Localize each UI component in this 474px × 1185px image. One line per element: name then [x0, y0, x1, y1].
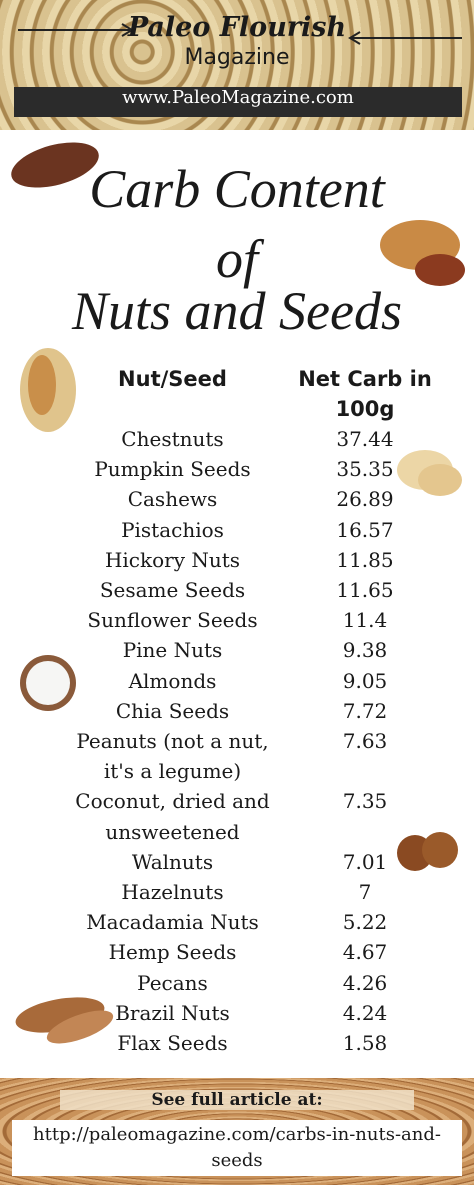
table-row: Walnuts 7.01	[60, 847, 440, 877]
table-row: Sunflower Seeds 11.4	[60, 605, 440, 635]
nut-name: Chestnuts	[121, 427, 224, 451]
nut-name: Pumpkin Seeds	[94, 457, 251, 482]
carb-table: Nut/Seed Net Carb in 100g Chestnuts 37.44…	[60, 364, 440, 1058]
footer-label: See full article at:	[60, 1090, 414, 1110]
table-row: Pine Nuts 9.38	[60, 635, 440, 665]
table-row: Flax Seeds 1.58	[60, 1028, 440, 1058]
carb-value: 35.35	[336, 457, 394, 482]
table-row: Coconut, dried and unsweetened 7.35	[60, 786, 440, 846]
nut-name: Walnuts	[131, 849, 214, 874]
nut-name: Pine Nuts	[122, 638, 223, 663]
nut-name: Sunflower Seeds	[87, 608, 258, 633]
carb-value: 7.63	[342, 729, 388, 754]
table-row: Pecans 4.26	[60, 968, 440, 998]
table-row: Sesame Seeds 11.65	[60, 575, 440, 605]
table-header: Nut/Seed Net Carb in 100g	[60, 364, 440, 424]
nut-name: Almonds	[128, 668, 217, 693]
carb-value: 7	[358, 880, 372, 905]
nut-name: Hazelnuts	[121, 880, 224, 905]
title-line: Carb Content	[89, 159, 385, 219]
carb-value: 7.72	[342, 698, 388, 723]
table-row: Pumpkin Seeds 35.35	[60, 454, 440, 484]
carb-value: 26.89	[336, 487, 394, 512]
nut-name: Peanuts (not a nut, it's a legume)	[76, 729, 269, 784]
table-row: Macadamia Nuts 5.22	[60, 907, 440, 937]
brand: Paleo Flourish	[127, 12, 347, 43]
carb-value: 16.57	[336, 517, 394, 542]
column-header: Net Carb in 100g	[298, 367, 432, 421]
nut-name: Cashews	[127, 487, 218, 512]
carb-value: 7.01	[342, 849, 388, 874]
nut-name: Pistachios	[121, 517, 224, 542]
footer-url[interactable]: http://paleomagazine.com/carbs-in-nuts-a…	[12, 1120, 462, 1176]
decorations	[11, 142, 465, 1044]
nut-name: Hemp Seeds	[108, 940, 237, 965]
header-arrows	[18, 23, 462, 45]
nut-name: Brazil Nuts	[115, 1000, 230, 1025]
nut-name: Pecans	[137, 970, 208, 995]
nut-name: Macadamia Nuts	[86, 910, 259, 935]
table-body: Chestnuts 37.44 Pumpkin Seeds 35.35 Cashews 2…	[60, 424, 440, 1058]
carb-value: 5.22	[342, 910, 388, 935]
title-line: of	[215, 229, 258, 289]
table-row: Brazil Nuts 4.24	[60, 998, 440, 1028]
carb-value: 4.67	[342, 940, 388, 965]
carb-value: 4.24	[342, 1000, 388, 1025]
carb-value: 11.85	[336, 547, 394, 572]
column-header: Nut/Seed	[118, 367, 227, 391]
nut-name: Flax Seeds	[117, 1031, 228, 1056]
table-row: Hemp Seeds 4.67	[60, 937, 440, 967]
header-url: www.PaleoMagazine.com	[14, 87, 462, 117]
table-row: Hazelnuts 7	[60, 877, 440, 907]
carb-value: 37.44	[336, 427, 394, 451]
carb-value: 7.35	[342, 789, 388, 814]
carb-value: 9.05	[342, 668, 388, 693]
carb-value: 11.65	[336, 578, 394, 603]
table-row: Chestnuts 37.44	[60, 424, 440, 454]
carb-value: 9.38	[342, 638, 388, 663]
carb-value: 1.58	[342, 1031, 388, 1056]
nut-name: Chia Seeds	[115, 698, 230, 723]
table-row: Hickory Nuts 11.85	[60, 545, 440, 575]
nut-name: Hickory Nuts	[104, 547, 241, 572]
table-row: Chia Seeds 7.72	[60, 696, 440, 726]
title-line: Nuts and Seeds	[72, 281, 402, 341]
table-row: Cashews 26.89	[60, 484, 440, 514]
table-row: Peanuts (not a nut, it's a legume) 7.63	[60, 726, 440, 786]
nut-name: Sesame Seeds	[99, 578, 246, 603]
table-row: Almonds 9.05	[60, 666, 440, 696]
carb-value: 11.4	[342, 608, 388, 633]
table-row: Pistachios 16.57	[60, 515, 440, 545]
carb-value: 4.26	[342, 970, 388, 995]
subbrand: Magazine	[184, 45, 290, 70]
nut-name: Coconut, dried and unsweetened	[75, 789, 270, 844]
